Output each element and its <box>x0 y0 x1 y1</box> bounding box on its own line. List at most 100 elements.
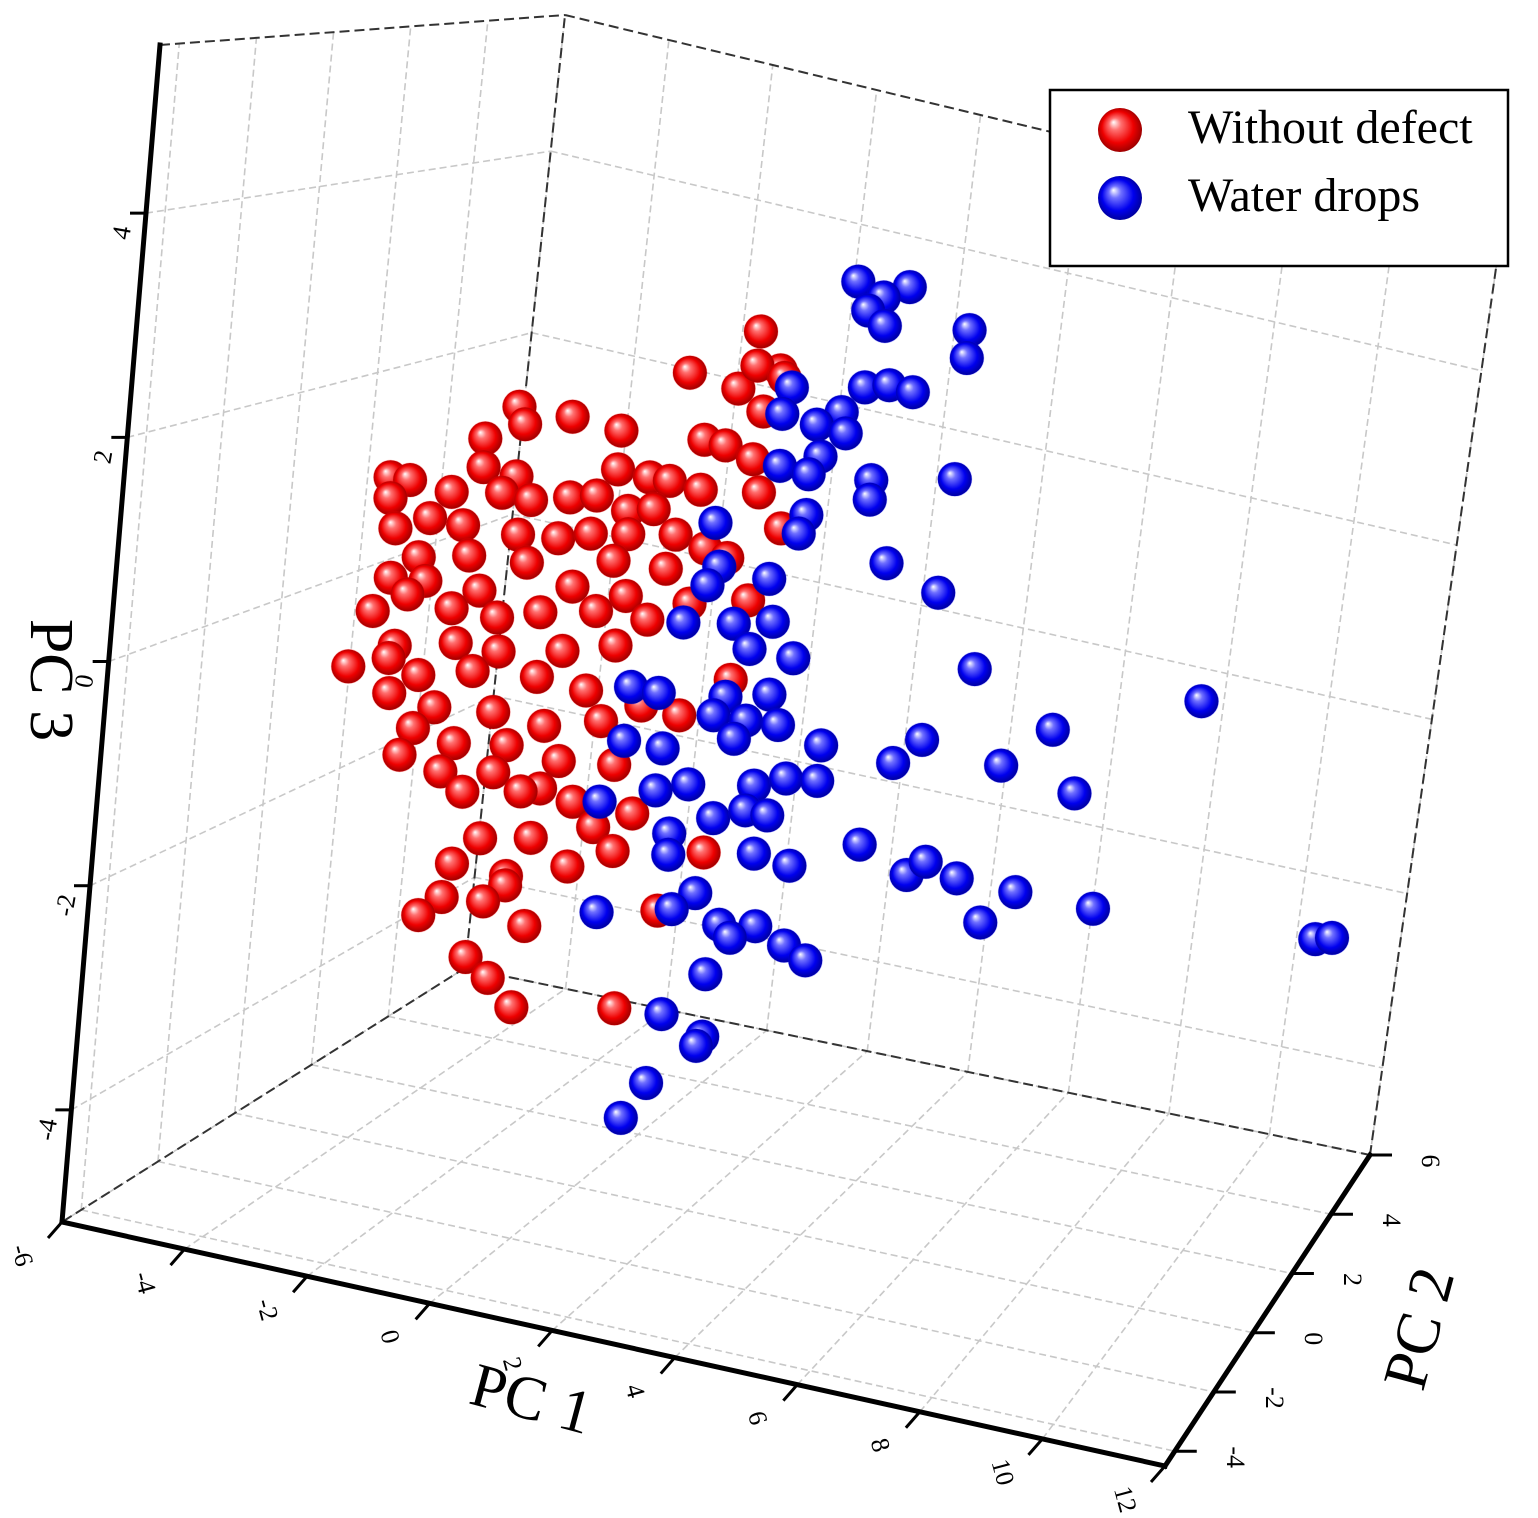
point <box>583 703 619 739</box>
point <box>771 848 807 884</box>
grid-line <box>233 32 335 1114</box>
point <box>434 474 470 510</box>
point <box>475 694 511 730</box>
point <box>444 774 480 810</box>
point <box>436 725 472 761</box>
point <box>522 594 558 630</box>
point <box>579 477 615 513</box>
point <box>741 474 777 510</box>
point <box>638 772 674 808</box>
x-axis <box>59 1219 1168 1469</box>
point <box>519 659 555 695</box>
point <box>461 573 497 609</box>
point <box>507 406 543 442</box>
point <box>465 883 501 919</box>
point <box>997 874 1033 910</box>
point <box>540 520 576 556</box>
x-tick-label: 10 <box>986 1456 1021 1489</box>
point <box>768 760 804 796</box>
point <box>434 846 470 882</box>
grid-line <box>674 1071 969 1359</box>
legend-label: Without defect <box>1188 101 1473 154</box>
point <box>434 590 470 626</box>
x-tick <box>169 1248 186 1267</box>
point <box>665 604 701 640</box>
x-tick <box>1027 1437 1044 1456</box>
point <box>1056 775 1092 811</box>
x-tick <box>537 1329 554 1348</box>
grid-line <box>89 694 494 887</box>
point <box>603 413 639 449</box>
point <box>687 956 723 992</box>
point <box>573 516 609 552</box>
grid-line <box>145 150 551 214</box>
point <box>614 795 650 831</box>
point <box>513 820 549 856</box>
point <box>481 633 517 669</box>
point <box>751 561 787 597</box>
legend-label: Water drops <box>1188 169 1420 222</box>
x-tick <box>291 1275 309 1294</box>
point <box>842 827 878 863</box>
y-tick-label: 6 <box>1416 1155 1445 1168</box>
point <box>743 313 779 349</box>
point <box>455 653 491 689</box>
point <box>448 939 484 975</box>
point <box>479 600 515 636</box>
grid-line <box>474 876 1383 1069</box>
point <box>654 891 690 927</box>
point <box>475 754 511 790</box>
point <box>736 836 772 872</box>
point <box>381 737 417 773</box>
grid-line <box>919 1112 1170 1413</box>
point <box>645 730 681 766</box>
legend-marker <box>1098 176 1142 220</box>
point <box>749 797 785 833</box>
point <box>509 545 545 581</box>
point <box>603 1100 639 1136</box>
point <box>513 482 549 518</box>
y-tick-label: -4 <box>1221 1446 1250 1468</box>
point <box>555 399 591 435</box>
point <box>875 745 911 781</box>
point <box>803 727 839 763</box>
point <box>650 837 686 873</box>
point <box>937 461 973 497</box>
point <box>648 551 684 587</box>
point <box>390 576 426 612</box>
point <box>610 516 646 552</box>
grid-line <box>61 967 466 1223</box>
point <box>636 491 672 527</box>
point <box>641 675 677 711</box>
x-axis-title: PC 1 <box>464 1351 600 1448</box>
point <box>799 763 835 799</box>
point <box>596 543 632 579</box>
grid-line <box>310 26 412 1065</box>
grid-line <box>184 988 567 1250</box>
x-tick <box>414 1302 431 1321</box>
point <box>628 1065 664 1101</box>
grid-line <box>157 1160 1214 1393</box>
grid-line <box>796 1092 1069 1386</box>
grid-line <box>493 694 1408 895</box>
point <box>416 689 452 725</box>
grid-line <box>157 37 258 1162</box>
x-tick-label: 4 <box>620 1381 651 1401</box>
point <box>484 475 520 511</box>
x-tick <box>782 1383 799 1402</box>
point <box>412 500 448 536</box>
point <box>983 748 1019 784</box>
grid-line <box>81 1209 1175 1452</box>
point <box>400 657 436 693</box>
y-axis-title: PC 2 <box>1371 1261 1468 1397</box>
point <box>330 648 366 684</box>
point <box>608 578 644 614</box>
x-tick <box>1149 1465 1167 1483</box>
x-tick-label: -4 <box>128 1268 162 1296</box>
point <box>764 396 800 432</box>
point <box>549 848 585 884</box>
legend: Without defect Water drops <box>1048 88 1510 268</box>
x-tick <box>46 1221 64 1239</box>
point <box>962 904 998 940</box>
